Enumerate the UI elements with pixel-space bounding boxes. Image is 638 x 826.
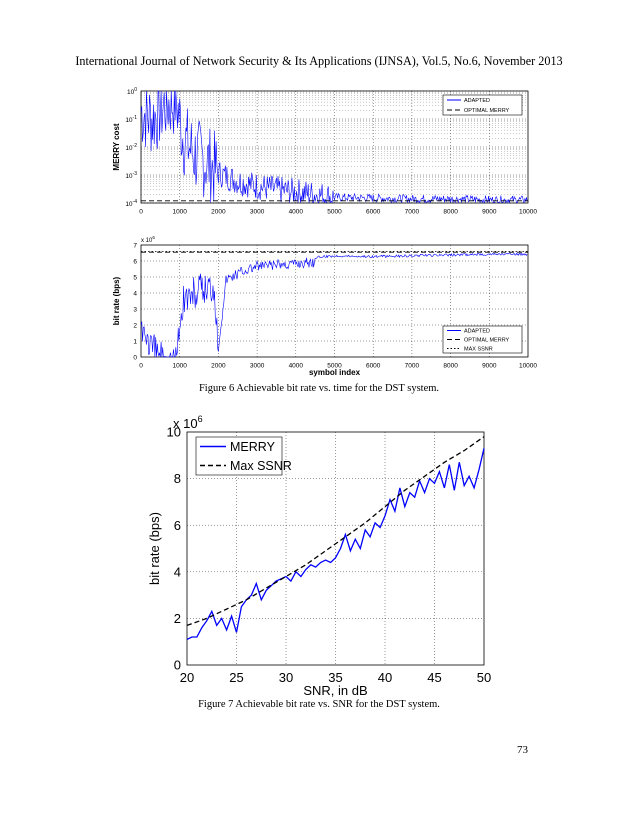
plot-area-1 bbox=[140, 90, 529, 204]
x-tick-label: 6000 bbox=[366, 363, 381, 370]
y-tick-label: 4 bbox=[133, 290, 137, 297]
plot-area-2 bbox=[140, 244, 529, 358]
y-tick-label: 8 bbox=[174, 471, 181, 486]
x-tick-label: 8000 bbox=[443, 209, 458, 216]
y-tick-label: 2 bbox=[133, 322, 137, 329]
y-tick-label: 0 bbox=[174, 658, 181, 673]
x-tick-label: 0 bbox=[139, 209, 143, 216]
legend-label: ADAPTED bbox=[464, 329, 490, 335]
x-tick-label: 7000 bbox=[405, 363, 420, 370]
y-tick-label: 100 bbox=[127, 87, 137, 96]
y-tick-label: 10-2 bbox=[125, 143, 137, 152]
legend-box bbox=[195, 436, 283, 476]
figure-7-caption: Figure 7 Achievable bit rate vs. SNR for… bbox=[198, 699, 440, 710]
series-line-adapted bbox=[140, 252, 528, 358]
y-tick-label: 10 bbox=[167, 425, 181, 440]
legend-label: OPTIMAL MERRY bbox=[464, 108, 510, 114]
x-tick-label: 0 bbox=[139, 363, 143, 370]
x-tick-label: 3000 bbox=[250, 363, 265, 370]
x-tick-label: 7000 bbox=[405, 209, 420, 216]
plot-area-3 bbox=[186, 431, 485, 666]
x-tick-label: 1000 bbox=[172, 363, 187, 370]
x-axis-label: SNR, in dB bbox=[303, 683, 367, 698]
legend-label: Max SSNR bbox=[230, 459, 292, 473]
y-tick-label: 4 bbox=[174, 564, 181, 579]
scale-label: x 106 bbox=[141, 235, 155, 244]
series-line-max-ssnr bbox=[186, 436, 485, 627]
y-tick-label: 10-1 bbox=[125, 115, 137, 124]
y-tick-label: 3 bbox=[133, 306, 137, 313]
x-tick-label: 8000 bbox=[443, 363, 458, 370]
y-tick-label: 6 bbox=[174, 518, 181, 533]
x-tick-label: 9000 bbox=[482, 209, 497, 216]
x-tick-label: 5000 bbox=[327, 209, 342, 216]
y-tick-label: 2 bbox=[174, 611, 181, 626]
figure-6-caption: Figure 6 Achievable bit rate vs. time fo… bbox=[198, 383, 440, 394]
series-line-adapted bbox=[140, 90, 528, 204]
x-tick-label: 10000 bbox=[519, 363, 537, 370]
y-tick-label: 0 bbox=[133, 354, 137, 361]
y-tick-label: 6 bbox=[133, 258, 137, 265]
x-tick-label: 9000 bbox=[482, 363, 497, 370]
x-tick-label: 5000 bbox=[327, 363, 342, 370]
legend-label: OPTIMAL MERRY bbox=[464, 338, 510, 344]
scale-label: x 106 bbox=[173, 414, 203, 431]
x-tick-label: 50 bbox=[477, 670, 491, 685]
y-tick-label: 1 bbox=[133, 338, 137, 345]
x-tick-label: 3000 bbox=[250, 209, 265, 216]
x-tick-label: 40 bbox=[378, 670, 392, 685]
x-tick-label: 1000 bbox=[172, 209, 187, 216]
legend-label: ADAPTED bbox=[464, 98, 490, 104]
y-axis-label: MERRY cost bbox=[112, 123, 121, 170]
journal-header: International Journal of Network Securit… bbox=[75, 54, 563, 68]
x-tick-label: 35 bbox=[328, 670, 342, 685]
legend-box bbox=[442, 325, 523, 354]
x-tick-label: 30 bbox=[279, 670, 293, 685]
y-tick-label: 7 bbox=[133, 242, 137, 249]
x-tick-label: 10000 bbox=[519, 209, 537, 216]
x-tick-label: 25 bbox=[229, 670, 243, 685]
y-axis-label: bit rate (bps) bbox=[147, 512, 162, 585]
x-tick-label: 2000 bbox=[211, 209, 226, 216]
x-tick-label: 45 bbox=[427, 670, 441, 685]
x-tick-label: 4000 bbox=[289, 209, 304, 216]
legend-label: MERRY bbox=[230, 440, 276, 454]
y-tick-label: 5 bbox=[133, 274, 137, 281]
x-tick-label: 2000 bbox=[211, 363, 226, 370]
x-tick-label: 4000 bbox=[289, 363, 304, 370]
y-tick-label: 10-3 bbox=[125, 171, 137, 180]
series-line-merry bbox=[186, 448, 485, 640]
x-axis-label: symbol index bbox=[309, 368, 361, 377]
x-tick-label: 6000 bbox=[366, 209, 381, 216]
y-tick-label: 10-4 bbox=[125, 199, 137, 208]
x-tick-label: 20 bbox=[180, 670, 194, 685]
legend-box bbox=[442, 94, 523, 116]
y-axis-label: bit rate (bps) bbox=[112, 276, 121, 325]
page-number: 73 bbox=[517, 744, 528, 756]
legend-label: MAX SSNR bbox=[464, 347, 493, 353]
